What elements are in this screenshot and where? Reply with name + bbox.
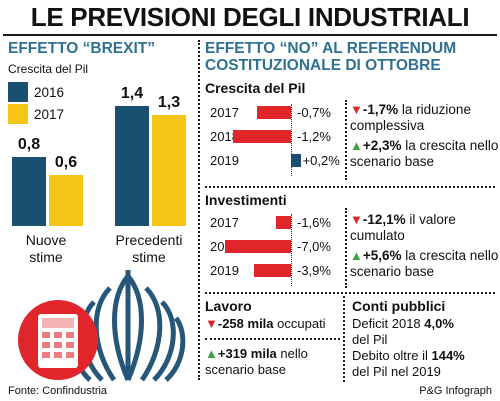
up-arrow-icon: ▲ (350, 248, 363, 263)
legend-label-2016: 2016 (34, 84, 65, 100)
hbar-value-label: -0,7% (297, 105, 331, 120)
legend-swatch-2016 (8, 82, 28, 102)
lavoro-title: Lavoro (205, 298, 252, 314)
source-note: Fonte: Confindustria (8, 385, 108, 397)
bar-value-label: 0,8 (17, 136, 41, 154)
hbar-value-label: -1,6% (297, 215, 331, 230)
section-separator-1 (205, 186, 495, 188)
brexit-heading: EFFETTO “BREXIT” (8, 40, 155, 57)
category-label: Precedenti stime (115, 232, 183, 265)
zero-axis-line (291, 104, 292, 176)
row-year-label: 2018 (210, 129, 239, 144)
conti-debito: Debito oltre il 144% del Pil nel 2019 (352, 348, 465, 379)
down-arrow-icon: ▼ (350, 212, 363, 227)
pil-note-separator (345, 100, 347, 180)
hbar-2019 (291, 154, 301, 167)
inv-note-growth: ▲+5,6% la crescita nello scenario base (350, 248, 499, 279)
inv-note-cumulated: ▼-12,1% il valore cumulato (350, 212, 456, 243)
row-year-label: 2017 (210, 215, 239, 230)
row-year-label: 2017 (210, 105, 239, 120)
legend-item-2017: 2017 (8, 104, 64, 124)
hbar-2018 (233, 130, 291, 143)
referendum-heading: EFFETTO “NO” AL REFERENDUM COSTITUZIONAL… (205, 40, 457, 74)
category-label: Nuove stime (25, 232, 67, 265)
bar-2017-precedenti (152, 114, 186, 226)
hbar-2017 (257, 106, 291, 119)
inv-note-separator (345, 208, 347, 288)
section-separator-2 (205, 292, 495, 294)
conti-deficit: Deficit 2018 4,0% del Pil (352, 316, 454, 347)
bottom-separator (343, 296, 345, 382)
brexit-subtitle: Crescita del Pil (8, 62, 89, 76)
calculator-icon (18, 300, 98, 380)
pil-note-reduction: ▼-1,7% la riduzione complessiva (350, 102, 471, 133)
pil-section-title: Crescita del Pil (205, 80, 306, 96)
bar-2016-precedenti (115, 106, 149, 226)
legend-swatch-2017 (8, 104, 28, 124)
bar-2017-nuove (49, 174, 83, 226)
legend-item-2016: 2016 (8, 82, 64, 102)
bar-value-label: 0,6 (54, 153, 78, 171)
bar-2016-nuove (12, 157, 46, 226)
hbar-2019 (253, 264, 291, 277)
lavoro-separator (205, 338, 340, 340)
hbar-2017 (275, 216, 291, 229)
panel-divider (198, 40, 200, 380)
down-arrow-icon: ▼ (205, 316, 218, 331)
investimenti-section-title: Investimenti (205, 192, 287, 208)
legend-label-2017: 2017 (34, 106, 65, 122)
conti-title: Conti pubblici (352, 298, 446, 314)
hbar-2018 (224, 240, 291, 253)
brexit-bar-chart: 0,8 0,6 Nuove stime 1,4 1,3 Precedenti stime (0, 0, 200, 270)
row-year-label: 2019 (210, 263, 239, 278)
bar-value-label: 1,3 (157, 93, 181, 111)
hbar-value-label: -3,9% (297, 263, 331, 278)
down-arrow-icon: ▼ (350, 102, 363, 117)
infographic-title: LE PREVISIONI DEGLI INDUSTRIALI (30, 2, 470, 32)
title-rule (3, 34, 497, 36)
bar-value-label: 1,4 (120, 85, 144, 102)
hbar-value-label: -1,2% (297, 129, 331, 144)
hbar-value-label: -7,0% (297, 239, 331, 254)
credit-note: P&G Infograph (419, 385, 492, 397)
lavoro-occupati: ▼-258 mila occupati (205, 316, 326, 331)
up-arrow-icon: ▲ (350, 138, 363, 153)
zero-axis-line (291, 214, 292, 286)
up-arrow-icon: ▲ (205, 346, 218, 361)
hbar-value-label: +0,2% (302, 153, 340, 168)
row-year-label: 2019 (210, 153, 239, 168)
pil-note-growth: ▲+2,3% la crescita nello scenario base (350, 138, 499, 169)
lavoro-scenario: ▲+319 mila nello scenario base (205, 346, 308, 377)
confindustria-logo (18, 270, 186, 382)
